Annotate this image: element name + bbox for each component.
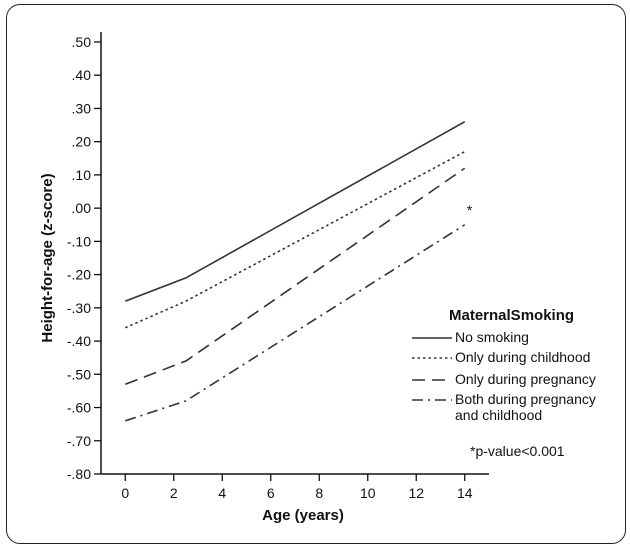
y-tick-label: .30 xyxy=(72,100,92,116)
y-tick-label: -.50 xyxy=(67,366,91,382)
y-tick-label: .20 xyxy=(72,134,92,150)
x-tick-label: 2 xyxy=(170,485,178,501)
y-tick-label: -.60 xyxy=(67,400,91,416)
y-tick-label: -.30 xyxy=(67,300,91,316)
p-value-note: *p-value<0.001 xyxy=(470,443,565,459)
legend-label: Only during pregnancy xyxy=(455,371,596,387)
legend-label: Both during pregnancy xyxy=(455,391,596,407)
x-tick-label: 0 xyxy=(121,485,129,501)
chart-frame xyxy=(6,4,626,544)
chart-axes: .50 .40 .30 .20 .10 .00 -.10 -.20 -.30 -.40 -.50 -.… xyxy=(67,32,489,501)
x-axis-title: Age (years) xyxy=(262,507,344,524)
x-tick-label: 4 xyxy=(218,485,226,501)
x-tick-label: 6 xyxy=(267,485,275,501)
x-tick-label: 14 xyxy=(457,485,473,501)
series-layer xyxy=(124,121,466,422)
y-tick-label: -.20 xyxy=(67,267,91,283)
legend-label: and childhood xyxy=(455,407,542,423)
x-tick-label: 8 xyxy=(315,485,323,501)
y-tick-label: .40 xyxy=(72,67,92,83)
x-tick-label: 12 xyxy=(408,485,424,501)
y-tick-label: .00 xyxy=(72,200,92,216)
y-tick-label: -.70 xyxy=(67,433,91,449)
series-line-1 xyxy=(124,121,466,302)
y-tick-label: .10 xyxy=(72,167,92,183)
legend-label: No smoking xyxy=(455,329,529,345)
y-tick-label: .50 xyxy=(72,34,92,50)
y-tick-label: -.40 xyxy=(67,333,91,349)
series-line-3 xyxy=(124,167,466,386)
legend-label: Only during childhood xyxy=(455,349,590,365)
line-chart: .50 .40 .30 .20 .10 .00 -.10 -.20 -.30 -.40 -.50 -.… xyxy=(39,32,596,524)
series-line-2 xyxy=(124,150,466,329)
series-line-4 xyxy=(125,224,466,422)
y-tick-label: -.80 xyxy=(67,466,91,482)
legend: No smoking Only during childhood Only duri… xyxy=(412,329,596,423)
y-tick-label: -.10 xyxy=(67,233,91,249)
y-axis-title: Height-for-age (z-score) xyxy=(39,173,56,342)
legend-title: MaternalSmoking xyxy=(449,307,574,324)
x-tick-label: 10 xyxy=(360,485,376,501)
significance-asterisk: * xyxy=(467,202,473,218)
